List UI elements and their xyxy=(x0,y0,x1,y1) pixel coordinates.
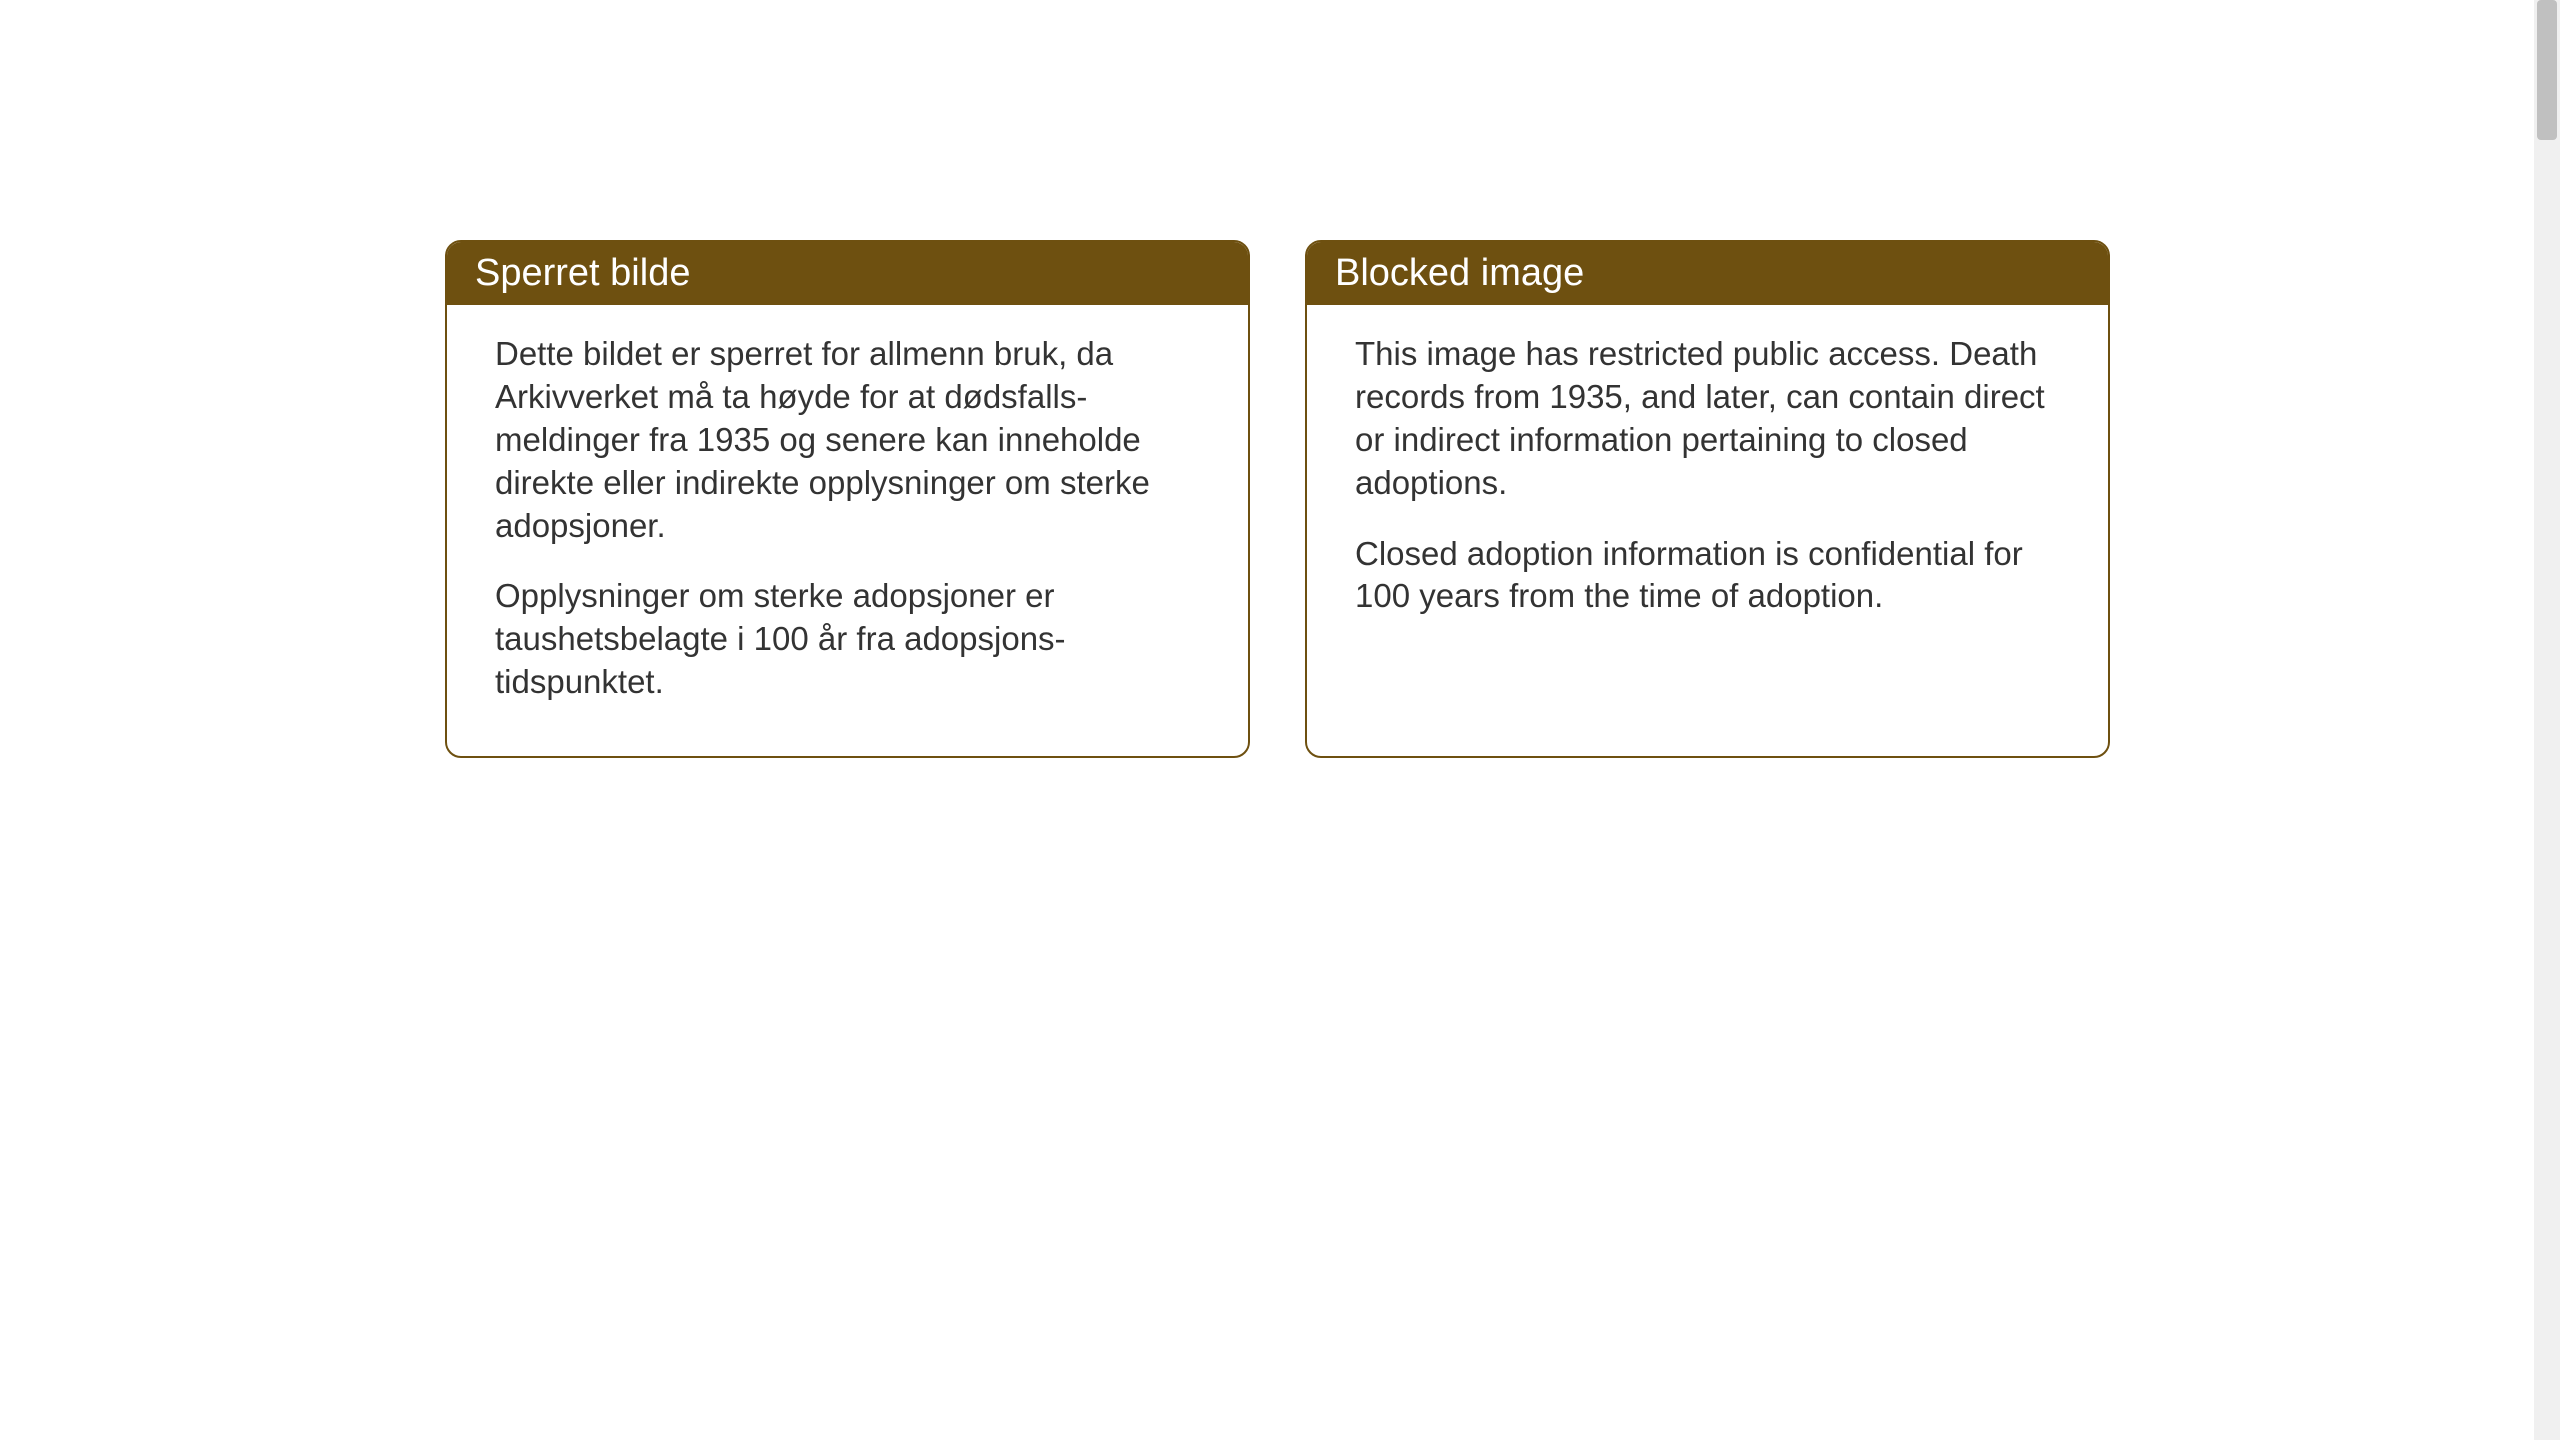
norwegian-paragraph-2: Opplysninger om sterke adopsjoner er tau… xyxy=(495,575,1200,704)
norwegian-notice-card: Sperret bilde Dette bildet er sperret fo… xyxy=(445,240,1250,758)
scrollbar-thumb[interactable] xyxy=(2537,0,2557,140)
english-card-title: Blocked image xyxy=(1307,242,2108,305)
norwegian-paragraph-1: Dette bildet er sperret for allmenn bruk… xyxy=(495,333,1200,547)
english-notice-card: Blocked image This image has restricted … xyxy=(1305,240,2110,758)
notice-container: Sperret bilde Dette bildet er sperret fo… xyxy=(445,240,2110,758)
english-card-body: This image has restricted public access.… xyxy=(1307,305,2108,670)
english-paragraph-1: This image has restricted public access.… xyxy=(1355,333,2060,505)
vertical-scrollbar[interactable] xyxy=(2534,0,2560,1440)
norwegian-card-title: Sperret bilde xyxy=(447,242,1248,305)
norwegian-card-body: Dette bildet er sperret for allmenn bruk… xyxy=(447,305,1248,756)
english-paragraph-2: Closed adoption information is confident… xyxy=(1355,533,2060,619)
